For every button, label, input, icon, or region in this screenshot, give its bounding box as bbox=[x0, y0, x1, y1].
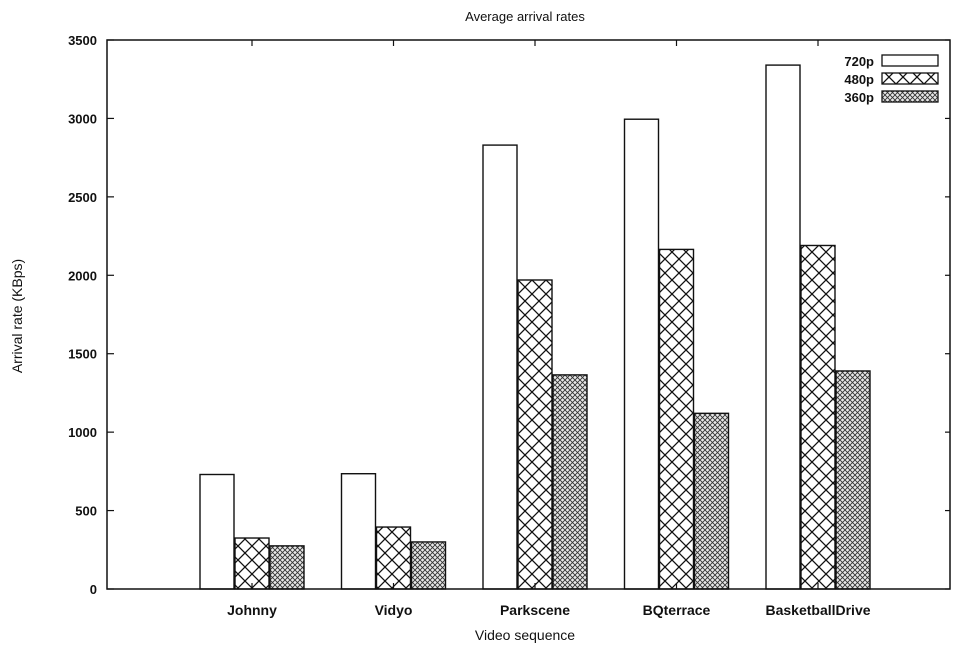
bar-480p-BasketballDrive bbox=[800, 244, 836, 590]
bar-360p-Johnny bbox=[269, 545, 305, 590]
x-axis-label: Video sequence bbox=[475, 627, 575, 643]
x-tick-label: Vidyo bbox=[375, 602, 413, 618]
x-tick-label: Johnny bbox=[227, 602, 277, 618]
bar-360p-BQterrace bbox=[693, 412, 730, 590]
bar-360p-Vidyo bbox=[410, 541, 447, 590]
x-tick-label: Parkscene bbox=[500, 602, 570, 618]
y-tick-label: 2500 bbox=[68, 190, 97, 205]
y-tick-label: 3000 bbox=[68, 111, 97, 126]
bar-360p-Parkscene bbox=[552, 374, 588, 590]
bar-360p-BasketballDrive bbox=[835, 370, 871, 590]
legend-label: 720p bbox=[844, 54, 874, 69]
bar-480p-BQterrace bbox=[658, 248, 695, 590]
bar-720p-Vidyo bbox=[340, 473, 377, 590]
y-tick-label: 1500 bbox=[68, 347, 97, 362]
bar-480p-Parkscene bbox=[517, 279, 553, 590]
plot-frame bbox=[106, 39, 951, 590]
bar-480p-Johnny bbox=[234, 537, 270, 590]
chart-title: Average arrival rates bbox=[465, 9, 585, 24]
y-tick-label: 1000 bbox=[68, 425, 97, 440]
x-tick-label: BasketballDrive bbox=[765, 602, 870, 618]
legend-swatch-720p bbox=[881, 54, 939, 67]
x-tick-label: BQterrace bbox=[643, 602, 711, 618]
bar-720p-BasketballDrive bbox=[765, 64, 801, 590]
bar-720p-BQterrace bbox=[623, 118, 660, 590]
legend-swatch-480p bbox=[881, 72, 939, 85]
y-tick-label: 2000 bbox=[68, 268, 97, 283]
y-tick-label: 500 bbox=[75, 504, 97, 519]
axes-layer: 0 500 1000 1500 2000 2500 3000 3500 Johnny Vidyo P… bbox=[68, 33, 951, 618]
bar-720p-Johnny bbox=[199, 473, 235, 590]
legend-swatch-360p bbox=[881, 90, 939, 103]
legend-label: 360p bbox=[844, 90, 874, 105]
bar-480p-Vidyo bbox=[375, 526, 412, 590]
legend-label: 480p bbox=[844, 72, 874, 87]
y-tick-label: 3500 bbox=[68, 33, 97, 48]
bar-720p-Parkscene bbox=[482, 144, 518, 590]
y-tick-label: 0 bbox=[90, 582, 97, 597]
legend: 720p 480p 360p bbox=[844, 54, 939, 105]
bars-layer bbox=[199, 64, 871, 590]
y-axis-label: Arrival rate (KBps) bbox=[9, 259, 25, 373]
